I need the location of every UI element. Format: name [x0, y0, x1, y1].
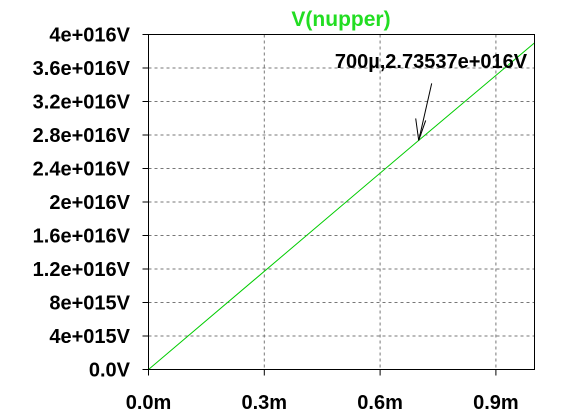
y-tick-label: 2.4e+016V: [33, 159, 131, 181]
chart-title: V(nupper): [291, 8, 390, 31]
y-tick-label: 1.2e+016V: [33, 259, 131, 281]
y-tick-label: 3.2e+016V: [33, 92, 131, 114]
y-tick-label: 0.0V: [89, 360, 131, 382]
series-line-vnupper: [148, 42, 535, 370]
x-tick-label: 0.6m: [357, 392, 403, 414]
y-tick-label: 3.6e+016V: [33, 58, 131, 80]
y-tick-label: 1.6e+016V: [33, 226, 131, 248]
y-axis-tick-labels: 0.0V 4e+015V 8e+015V 1.2e+016V 1.6e+016V 2e+0…: [33, 25, 131, 382]
y-tick-label: 2.8e+016V: [33, 125, 131, 147]
trace-layer: [148, 42, 535, 370]
x-tick-label: 0.0m: [126, 392, 172, 414]
annotation-label: 700µ,2.73537e+016V: [335, 51, 528, 73]
y-tick-label: 4e+015V: [49, 326, 130, 348]
y-tick-label: 8e+015V: [49, 293, 130, 315]
tick-marks: [142, 34, 497, 376]
x-tick-label: 0.3m: [242, 392, 288, 414]
x-axis-tick-labels: 0.0m 0.3m 0.6m 0.9m: [126, 392, 519, 414]
grid: [148, 34, 535, 370]
annotation-arrow-line: [418, 83, 433, 141]
cursor-annotation: 700µ,2.73537e+016V: [335, 51, 528, 141]
x-tick-label: 0.9m: [473, 392, 519, 414]
y-tick-label: 2e+016V: [49, 192, 130, 214]
y-tick-label: 4e+016V: [49, 25, 130, 47]
annotation-arrow-head: [415, 118, 427, 141]
